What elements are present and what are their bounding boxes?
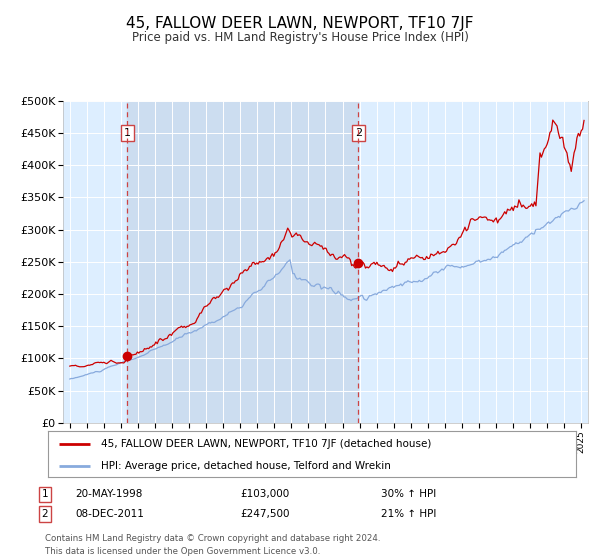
- Text: 20-MAY-1998: 20-MAY-1998: [75, 489, 142, 500]
- Text: 21% ↑ HPI: 21% ↑ HPI: [381, 509, 436, 519]
- Text: 45, FALLOW DEER LAWN, NEWPORT, TF10 7JF (detached house): 45, FALLOW DEER LAWN, NEWPORT, TF10 7JF …: [101, 439, 431, 449]
- Text: HPI: Average price, detached house, Telford and Wrekin: HPI: Average price, detached house, Telf…: [101, 461, 391, 470]
- Text: 1: 1: [124, 128, 131, 138]
- Text: 30% ↑ HPI: 30% ↑ HPI: [381, 489, 436, 500]
- Text: 45, FALLOW DEER LAWN, NEWPORT, TF10 7JF: 45, FALLOW DEER LAWN, NEWPORT, TF10 7JF: [126, 16, 474, 31]
- Bar: [127, 101, 358, 423]
- Text: 2: 2: [41, 509, 49, 519]
- Text: Price paid vs. HM Land Registry's House Price Index (HPI): Price paid vs. HM Land Registry's House …: [131, 31, 469, 44]
- Text: 08-DEC-2011: 08-DEC-2011: [75, 509, 144, 519]
- Text: Contains HM Land Registry data © Crown copyright and database right 2024.
This d: Contains HM Land Registry data © Crown c…: [45, 534, 380, 556]
- Text: 2: 2: [355, 128, 362, 138]
- Text: £103,000: £103,000: [240, 489, 289, 500]
- Text: £247,500: £247,500: [240, 509, 290, 519]
- Text: 1: 1: [41, 489, 49, 500]
